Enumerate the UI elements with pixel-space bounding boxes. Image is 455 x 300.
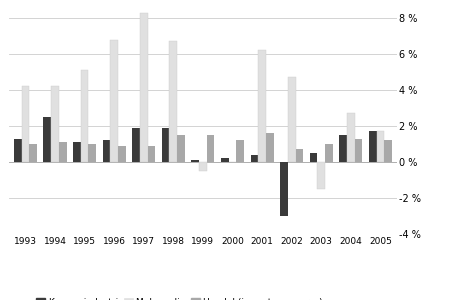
Bar — [169, 41, 177, 162]
Bar — [118, 146, 126, 162]
Bar — [177, 135, 184, 162]
Bar — [258, 50, 265, 162]
Bar — [73, 142, 81, 162]
Bar — [81, 70, 88, 162]
Bar — [376, 131, 384, 162]
Bar — [51, 86, 59, 162]
Bar — [287, 77, 295, 162]
Bar — [43, 117, 51, 162]
Bar — [88, 144, 96, 162]
Bar — [265, 133, 273, 162]
Bar — [317, 162, 324, 189]
Bar — [206, 135, 214, 162]
Bar — [102, 140, 110, 162]
Bar — [29, 144, 37, 162]
Bar — [147, 146, 155, 162]
Bar — [21, 86, 29, 162]
Bar — [236, 140, 243, 162]
Bar — [384, 140, 391, 162]
Bar — [191, 160, 199, 162]
Bar — [14, 139, 21, 162]
Bar — [354, 139, 362, 162]
Bar — [346, 113, 354, 162]
Bar — [140, 13, 147, 162]
Bar — [221, 158, 228, 162]
Legend: Konsumindustri, Mel og olje, Handel (import og engros): Konsumindustri, Mel og olje, Handel (imp… — [33, 294, 326, 300]
Bar — [339, 135, 346, 162]
Bar — [309, 153, 317, 162]
Bar — [162, 128, 169, 162]
Bar — [110, 40, 118, 162]
Bar — [250, 155, 258, 162]
Bar — [132, 128, 140, 162]
Bar — [199, 162, 206, 171]
Bar — [368, 131, 376, 162]
Bar — [324, 144, 332, 162]
Bar — [279, 162, 287, 216]
Bar — [295, 149, 303, 162]
Bar — [59, 142, 66, 162]
